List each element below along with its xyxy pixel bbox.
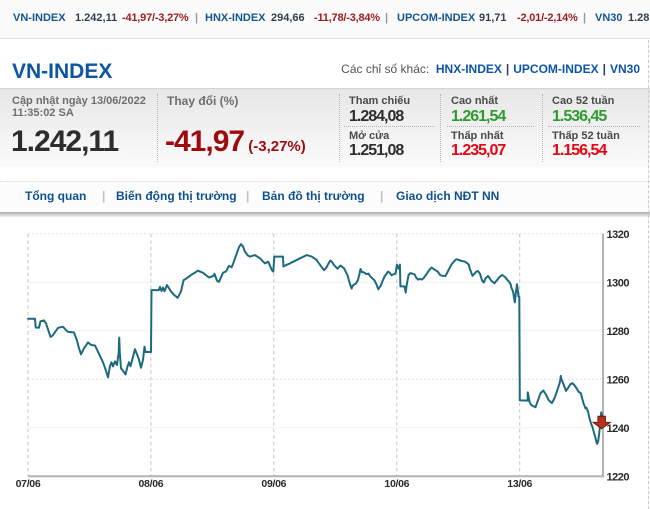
svg-text:1280: 1280 — [607, 326, 630, 338]
svg-text:1300: 1300 — [607, 277, 630, 289]
svg-text:1240: 1240 — [607, 423, 630, 435]
svg-text:1260: 1260 — [607, 374, 630, 386]
svg-text:08/06: 08/06 — [139, 478, 164, 490]
svg-text:07/06: 07/06 — [16, 478, 41, 490]
svg-text:13/06: 13/06 — [507, 478, 532, 490]
svg-text:1220: 1220 — [607, 471, 630, 483]
svg-text:1320: 1320 — [607, 229, 630, 241]
svg-text:09/06: 09/06 — [261, 478, 286, 490]
svg-text:10/06: 10/06 — [384, 478, 409, 490]
